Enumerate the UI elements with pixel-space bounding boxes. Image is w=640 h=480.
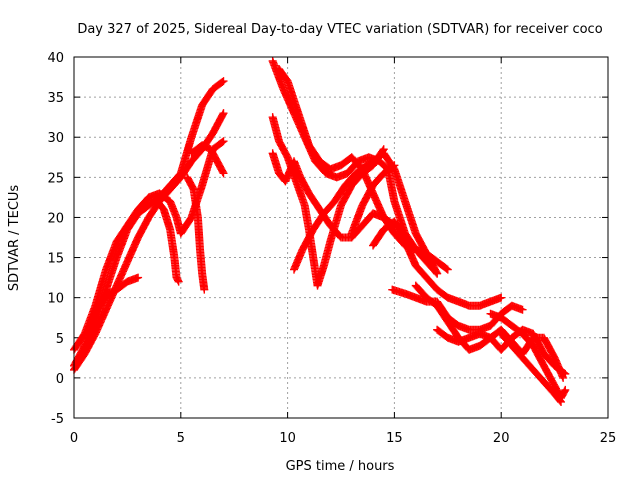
data-point [433, 269, 442, 278]
data-point [560, 368, 569, 377]
data-point [561, 385, 570, 394]
data-point [497, 293, 506, 302]
series-arc-g [187, 141, 228, 178]
series-arc-o [388, 285, 527, 334]
y-tick-label: 5 [56, 332, 64, 347]
series-arc-s [497, 329, 566, 406]
y-tick-label: -5 [51, 412, 64, 427]
x-tick-label: 5 [177, 431, 185, 446]
y-tick-label: 25 [47, 171, 64, 186]
series-arc-f [183, 173, 209, 294]
x-tick-label: 0 [70, 431, 78, 446]
data-point [557, 397, 566, 406]
data-point [443, 265, 452, 274]
data-point [218, 110, 227, 119]
chart-title: Day 327 of 2025, Sidereal Day-to-day VTE… [77, 22, 602, 37]
data-point [218, 77, 227, 86]
series-arc-j [268, 113, 388, 290]
series-arc-e [153, 197, 183, 286]
data-point [173, 276, 182, 285]
y-tick-label: 40 [47, 51, 64, 66]
data-point [390, 161, 399, 170]
series-arc-m [347, 161, 399, 238]
data-point [218, 138, 227, 147]
data-point [219, 169, 228, 178]
y-tick-label: 20 [47, 211, 64, 226]
gridlines [74, 57, 608, 418]
x-tick-label: 25 [600, 431, 617, 446]
x-tick-label: 20 [493, 431, 510, 446]
data-point [389, 162, 398, 171]
series-arc-c [70, 137, 228, 354]
data-point [219, 137, 228, 146]
data-point [134, 273, 143, 282]
data-points [70, 57, 570, 406]
data-point [200, 285, 209, 294]
data-point [556, 396, 565, 405]
data-point [432, 268, 441, 277]
data-point [218, 167, 227, 176]
plot-frame [73, 56, 609, 419]
x-ticks: 0 5 10 15 20 25 [70, 57, 616, 446]
data-point [219, 109, 228, 118]
series-arc-n [369, 217, 506, 310]
x-axis-label: GPS time / hours [286, 459, 395, 474]
series-arc-r [486, 309, 570, 402]
x-tick-label: 15 [386, 431, 403, 446]
y-tick-label: 10 [47, 292, 64, 307]
y-axis-label: SDTVAR / TECUs [7, 185, 22, 292]
data-point [561, 369, 570, 378]
data-point [560, 387, 569, 396]
x-tick-label: 10 [279, 431, 296, 446]
series-arc-d [87, 273, 143, 326]
data-point [518, 305, 527, 314]
y-tick-label: 0 [56, 372, 64, 387]
y-tick-label: 30 [47, 131, 64, 146]
y-tick-label: 35 [47, 91, 64, 106]
data-point [174, 277, 183, 286]
data-point [219, 77, 228, 86]
data-point [442, 264, 451, 273]
y-ticks: -5 0 5 10 15 20 25 30 35 40 [47, 51, 608, 427]
y-tick-label: 15 [47, 252, 64, 267]
